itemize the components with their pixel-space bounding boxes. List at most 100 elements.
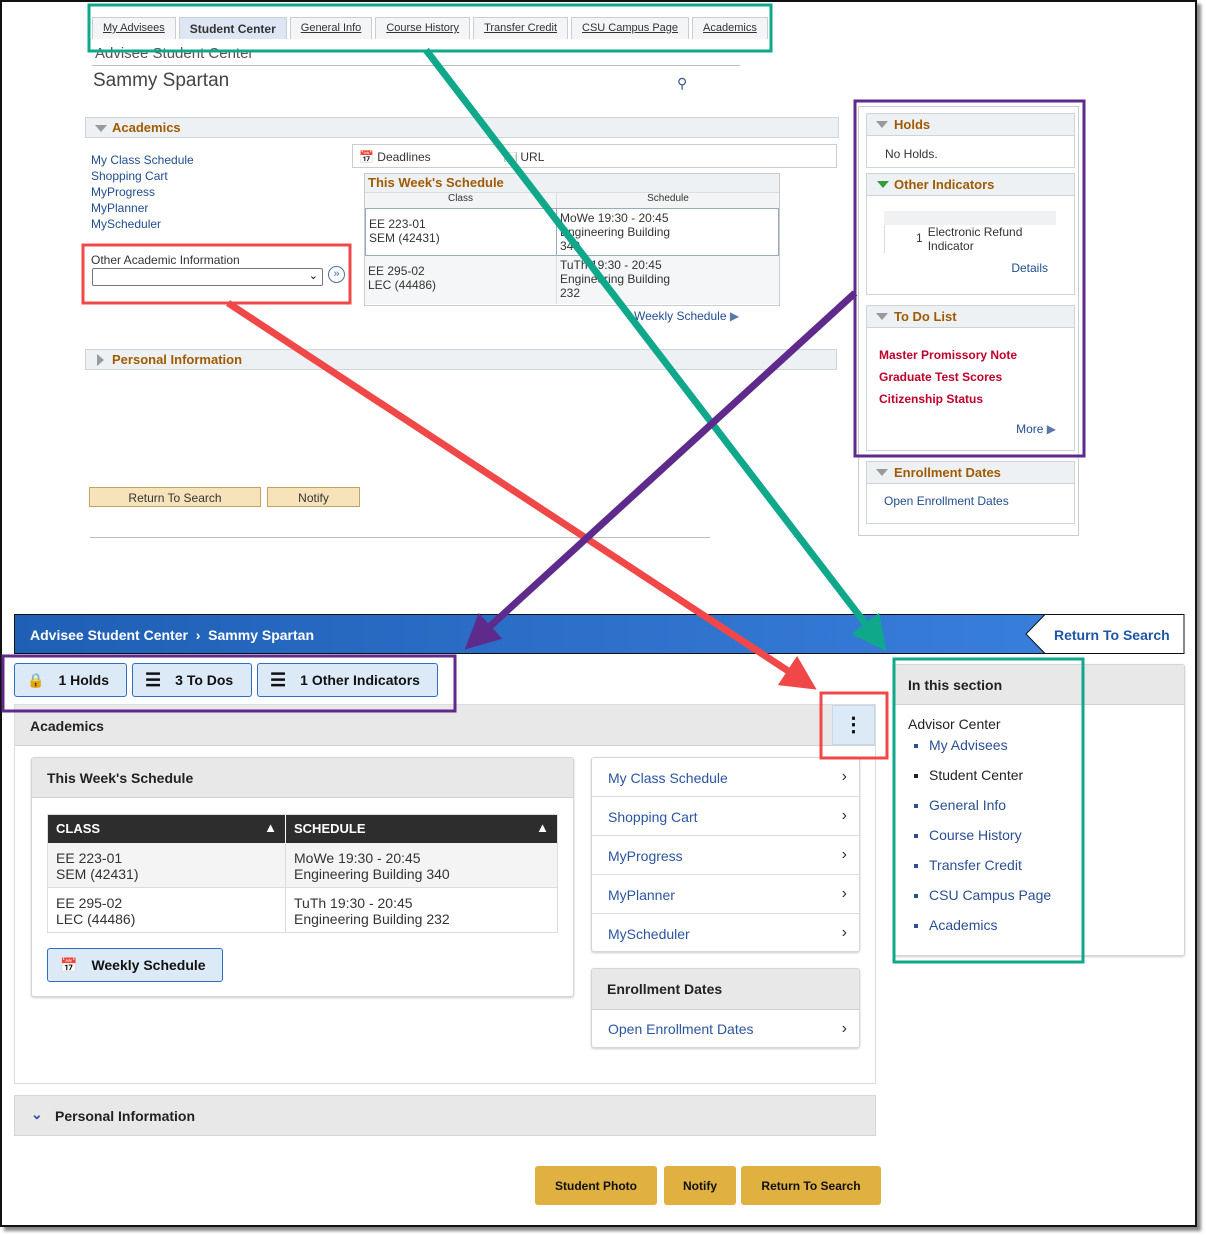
search-person-icon[interactable]: ⚲: [677, 75, 688, 91]
calendar-icon: 📅: [359, 150, 374, 164]
return-button-shape: [1025, 614, 1185, 654]
todo-item[interactable]: Graduate Test Scores: [879, 370, 1003, 384]
list-icon: ☰: [145, 669, 162, 690]
return-to-search-button[interactable]: Return To Search: [1054, 627, 1170, 643]
table-row: EE 223-01 SEM (42431) MoWe 19:30 - 20:45 E…: [365, 208, 779, 256]
section-link-student-center[interactable]: Student Center: [929, 760, 1184, 790]
chevron-right-icon: ›: [841, 807, 847, 824]
todo-box: To Do List Master Promissory Note Gradua…: [866, 305, 1075, 451]
deadlines-bar: 📅 Deadlines 🗔 URL: [352, 144, 837, 168]
nav-myprogress[interactable]: MyProgress ›: [592, 836, 859, 875]
todo-item[interactable]: Master Promissory Note: [879, 348, 1018, 362]
chevron-down-icon: ⌄: [31, 1106, 43, 1122]
sort-up-icon[interactable]: ▲: [264, 820, 277, 835]
col-class[interactable]: CLASS ▲: [48, 815, 286, 843]
chevron-right-icon: ›: [841, 924, 847, 941]
col-schedule[interactable]: SCHEDULE ▲: [294, 820, 549, 836]
holds-pill[interactable]: 🔒 1 Holds: [14, 663, 127, 697]
url-link[interactable]: URL: [520, 150, 545, 164]
nav-my-class-schedule[interactable]: My Class Schedule ›: [592, 758, 859, 797]
tab-my-advisees[interactable]: My Advisees: [92, 17, 176, 39]
nav-list: My Class Schedule › Shopping Cart › MyProg…: [591, 757, 860, 952]
nav-shopping-cart[interactable]: Shopping Cart ›: [592, 797, 859, 836]
breadcrumb: Advisee Student Center › Sammy Spartan: [30, 627, 314, 643]
todo-item[interactable]: Citizenship Status: [879, 392, 984, 406]
student-photo-button[interactable]: Student Photo: [535, 1166, 657, 1205]
chevron-right-icon: ›: [841, 1020, 847, 1037]
tab-course-history[interactable]: Course History: [375, 17, 471, 39]
schedule-card: This Week's Schedule CLASS ▲ SCHEDULE ▲ EE…: [31, 757, 574, 997]
tab-transfer-credit[interactable]: Transfer Credit: [473, 17, 569, 39]
table-row: EE 295-02 LEC (44486) TuTh 19:30 - 20:45 E…: [48, 888, 557, 932]
open-enrollment-link[interactable]: Open Enrollment Dates: [884, 494, 1009, 508]
link-myprogress[interactable]: MyProgress: [91, 185, 156, 199]
table-row: EE 223-01 SEM (42431) MoWe 19:30 - 20:45 E…: [48, 843, 557, 888]
other-indicators-box: Other Indicators 1 Electronic Refund Indi…: [866, 173, 1075, 295]
tab-academics[interactable]: Academics: [692, 17, 768, 39]
academics-header: Academics: [15, 705, 875, 746]
schedule-title: This Week's Schedule: [365, 174, 779, 192]
link-shopping-cart[interactable]: Shopping Cart: [91, 169, 168, 183]
todos-pill[interactable]: ☰ 3 To Dos: [132, 663, 252, 697]
section-link-academics[interactable]: Academics: [929, 910, 1184, 940]
col-class: Class: [447, 193, 473, 204]
weekly-schedule-button[interactable]: 📅 Weekly Schedule: [47, 948, 223, 982]
section-link-csu-campus-page[interactable]: CSU Campus Page: [929, 880, 1184, 910]
breadcrumb-advisee-student-center[interactable]: Advisee Student Center: [30, 627, 188, 643]
tab-csu-campus-page[interactable]: CSU Campus Page: [571, 17, 690, 39]
lock-icon: 🔒: [27, 671, 45, 688]
more-link[interactable]: More ▶: [1016, 422, 1056, 436]
section-link-general-info[interactable]: General Info: [929, 790, 1184, 820]
notify-button[interactable]: Notify: [664, 1166, 736, 1205]
enrollment-card: Enrollment Dates Open Enrollment Dates ›: [591, 968, 860, 1048]
old-schedule-table: This Week's Schedule Class Schedule EE 2…: [364, 173, 780, 306]
calendar-icon: 📅: [60, 956, 78, 973]
link-myscheduler[interactable]: MyScheduler: [91, 217, 162, 231]
old-tabs: My Advisees Student Center General Info …: [92, 17, 768, 39]
academics-section-header[interactable]: Academics: [85, 117, 839, 138]
go-icon[interactable]: »: [328, 266, 345, 283]
list-icon: ☰: [270, 669, 287, 690]
col-schedule: Schedule: [556, 193, 779, 208]
breadcrumb-student: Sammy Spartan: [208, 627, 314, 643]
section-group: Advisor Center: [908, 716, 1001, 732]
old-notify-button[interactable]: Notify: [267, 487, 360, 507]
banner: Advisee Student Center › Sammy Spartan: [14, 614, 1184, 654]
personal-info-section[interactable]: ⌄ Personal Information: [14, 1095, 876, 1136]
deadlines-link[interactable]: Deadlines: [377, 150, 431, 164]
link-my-class-schedule[interactable]: My Class Schedule: [91, 153, 194, 167]
section-link-transfer-credit[interactable]: Transfer Credit: [929, 850, 1184, 880]
old-return-to-search-button[interactable]: Return To Search: [89, 487, 261, 507]
chevron-right-icon: ›: [841, 846, 847, 863]
other-indicators-pill[interactable]: ☰ 1 Other Indicators: [257, 663, 438, 697]
nav-myplanner[interactable]: MyPlanner ›: [592, 875, 859, 914]
chevron-right-icon: ›: [841, 768, 847, 785]
page-title: Advisee Student Center: [95, 45, 254, 62]
tab-student-center[interactable]: Student Center: [178, 17, 287, 39]
bottom-return-to-search-button[interactable]: Return To Search: [741, 1166, 881, 1205]
nav-open-enrollment-dates[interactable]: Open Enrollment Dates ›: [608, 1020, 847, 1037]
section-link-course-history[interactable]: Course History: [929, 820, 1184, 850]
section-link-my-advisees[interactable]: My Advisees: [929, 730, 1184, 760]
link-myplanner[interactable]: MyPlanner: [91, 201, 149, 215]
other-info-label: Other Academic Information: [91, 253, 240, 267]
in-this-section-panel: In this section Advisor Center My Advise…: [894, 664, 1185, 956]
divider: [92, 65, 740, 66]
other-info-select[interactable]: ⌄: [92, 268, 323, 286]
chevron-right-icon: ›: [841, 885, 847, 902]
holds-box: Holds No Holds.: [866, 113, 1075, 168]
enrollment-box: Enrollment Dates Open Enrollment Dates: [866, 461, 1075, 524]
url-icon: 🗔: [504, 150, 518, 164]
weekly-schedule-link[interactable]: Weekly Schedule ▶: [634, 309, 740, 323]
table-row: EE 295-02 LEC (44486) TuTh 19:30 - 20:45 E…: [365, 256, 779, 304]
personal-info-header[interactable]: Personal Information: [85, 349, 837, 370]
student-name: Sammy Spartan: [93, 70, 230, 91]
tab-general-info[interactable]: General Info: [289, 17, 373, 39]
academic-links: My Class Schedule Shopping Cart MyProgre…: [91, 152, 194, 232]
details-link[interactable]: Details: [1011, 261, 1048, 275]
nav-myscheduler[interactable]: MyScheduler ›: [608, 924, 847, 942]
sort-up-icon[interactable]: ▲: [536, 820, 549, 835]
more-options-icon[interactable]: ⋮: [832, 705, 875, 745]
divider: [90, 537, 710, 538]
